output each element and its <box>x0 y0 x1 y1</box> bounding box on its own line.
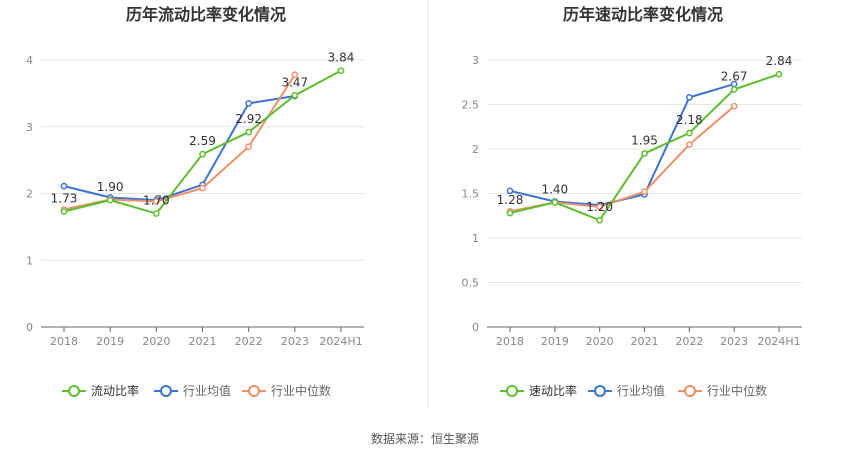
y-tick-label: 0 <box>26 321 33 334</box>
data-point <box>60 182 68 190</box>
data-point <box>199 184 206 192</box>
y-tick-label: 1 <box>26 254 33 267</box>
y-tick-label: 1.5 <box>462 188 480 201</box>
x-tick-label: 2018 <box>496 335 524 348</box>
y-tick-label: 2 <box>472 143 479 156</box>
legend-item-2[interactable]: 行业均值 <box>588 383 665 398</box>
data-point <box>152 198 160 205</box>
data-point <box>730 86 738 93</box>
legend-marker <box>160 385 172 397</box>
x-tick-label: 2020 <box>142 335 170 348</box>
data-label: 3.47 <box>281 75 308 89</box>
data-label: 1.73 <box>51 192 78 206</box>
legend-label: 行业均值 <box>617 383 665 398</box>
data-point <box>685 141 693 148</box>
x-tick-label: 2019 <box>541 335 569 348</box>
legend-item-3[interactable]: 行业中位数 <box>678 383 767 398</box>
legend-marker <box>68 385 80 397</box>
data-point <box>337 67 345 75</box>
data-point <box>641 150 648 157</box>
y-tick-label: 4 <box>26 54 33 67</box>
data-source-note: 数据来源：恒生聚源 <box>370 432 479 446</box>
x-tick-label: 2023 <box>720 335 748 348</box>
series-line-2 <box>63 95 295 202</box>
y-tick-label: 0 <box>472 321 479 334</box>
x-tick-label: 2021 <box>631 335 659 348</box>
data-point <box>641 188 648 196</box>
y-tick-label: 3 <box>472 54 479 67</box>
data-point <box>152 210 160 217</box>
legend-label: 行业中位数 <box>707 383 767 398</box>
data-label: 1.28 <box>497 193 524 207</box>
x-tick-label: 2023 <box>281 335 309 348</box>
data-label: 1.20 <box>586 200 613 214</box>
data-point <box>685 129 693 137</box>
x-tick-label: 2018 <box>50 335 78 348</box>
data-point <box>596 203 604 211</box>
data-point <box>730 102 738 110</box>
data-point <box>60 208 68 215</box>
data-point <box>596 216 604 224</box>
data-label: 1.70 <box>143 194 170 208</box>
chart-2: 历年速动比率变化情况 0 0.5 1 1.5 2 2.5 3 2018 2019 2020 2021 2… <box>462 5 802 398</box>
data-point <box>685 94 693 101</box>
x-tick-label: 2024H1 <box>757 335 800 348</box>
legend-label: 行业均值 <box>183 383 231 398</box>
data-label: 2.59 <box>189 134 216 148</box>
data-label: 2.67 <box>721 69 748 83</box>
data-point <box>291 71 299 79</box>
data-point <box>291 92 299 99</box>
x-tick-label: 2022 <box>235 335 263 348</box>
data-label: 2.84 <box>766 54 793 68</box>
data-point <box>199 150 206 158</box>
legend-item-1[interactable]: 流动比率 <box>62 383 139 398</box>
data-point <box>775 70 783 78</box>
y-tick-label: 1 <box>472 232 479 245</box>
data-label: 1.40 <box>541 182 568 196</box>
x-tick-label: 2024H1 <box>319 335 362 348</box>
legend-marker <box>594 385 606 397</box>
data-point <box>506 187 514 195</box>
legend-item-1[interactable]: 速动比率 <box>500 383 577 398</box>
data-label: 2.18 <box>676 113 703 127</box>
chart-title: 历年流动比率变化情况 <box>126 5 286 24</box>
chart-title: 历年速动比率变化情况 <box>563 5 723 24</box>
y-tick-label: 3 <box>26 121 33 134</box>
x-tick-label: 2019 <box>96 335 124 348</box>
legend-label: 速动比率 <box>529 383 577 398</box>
x-tick-label: 2021 <box>189 335 217 348</box>
legend-marker <box>684 385 696 397</box>
data-point <box>106 196 114 204</box>
y-tick-label: 2 <box>26 188 33 201</box>
legend-marker <box>506 385 518 397</box>
legend-label: 流动比率 <box>91 383 139 398</box>
data-point <box>506 209 514 217</box>
chart-1: 历年流动比率变化情况 0 1 2 3 4 2018 2019 2020 2021 2022 2023 2… <box>26 5 364 398</box>
legend-item-3[interactable]: 行业中位数 <box>242 383 331 398</box>
legend-marker <box>248 385 260 397</box>
data-label: 2.92 <box>235 112 262 126</box>
x-tick-label: 2020 <box>586 335 614 348</box>
data-label: 1.95 <box>631 133 658 147</box>
data-point <box>245 143 253 151</box>
data-point <box>245 128 253 136</box>
data-label: 3.84 <box>328 51 355 65</box>
x-tick-label: 2022 <box>675 335 703 348</box>
data-point <box>245 100 253 107</box>
y-tick-label: 0.5 <box>462 277 480 290</box>
legend-item-2[interactable]: 行业均值 <box>154 383 231 398</box>
legend-label: 行业中位数 <box>271 383 331 398</box>
data-point <box>551 199 559 206</box>
y-tick-label: 2.5 <box>462 99 480 112</box>
data-label: 1.90 <box>97 180 124 194</box>
